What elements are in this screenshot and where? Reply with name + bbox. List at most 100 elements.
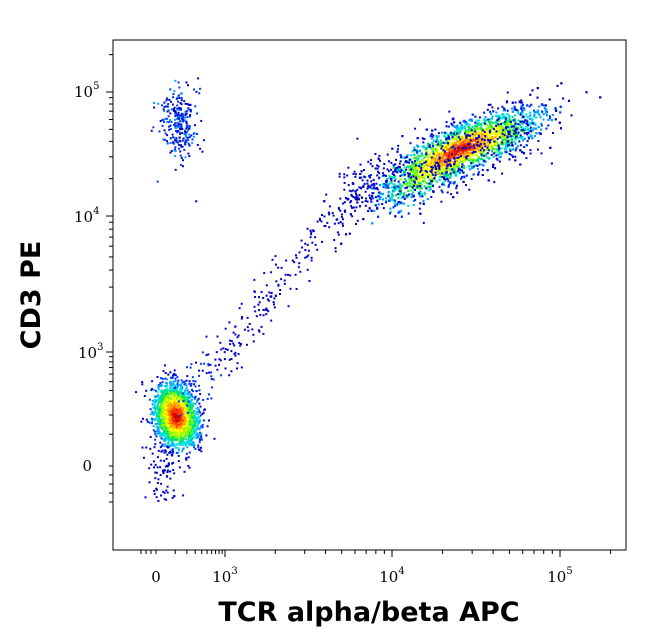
event-point bbox=[175, 405, 178, 408]
event-point bbox=[188, 451, 191, 454]
event-point bbox=[164, 424, 167, 427]
event-point bbox=[182, 410, 185, 413]
event-point bbox=[177, 404, 180, 407]
event-point bbox=[161, 432, 163, 435]
event-point bbox=[158, 432, 161, 435]
event-point bbox=[178, 408, 181, 411]
event-point bbox=[170, 425, 173, 428]
event-point bbox=[183, 391, 186, 394]
event-point bbox=[173, 369, 176, 372]
event-point bbox=[183, 423, 186, 426]
event-point bbox=[160, 437, 163, 440]
event-point bbox=[161, 377, 164, 380]
event-point bbox=[161, 444, 163, 447]
event-point bbox=[168, 452, 171, 454]
event-point bbox=[173, 415, 176, 418]
event-point bbox=[171, 462, 174, 465]
event-point bbox=[187, 413, 190, 416]
event-point bbox=[172, 408, 175, 411]
event-point bbox=[153, 405, 156, 408]
event-point bbox=[153, 401, 156, 404]
event-point bbox=[159, 421, 162, 424]
event-point bbox=[142, 417, 144, 420]
event-point bbox=[155, 471, 158, 474]
event-point bbox=[189, 420, 192, 423]
event-point bbox=[187, 464, 190, 467]
event-point bbox=[184, 444, 187, 447]
event-point bbox=[179, 390, 182, 393]
event-point bbox=[161, 443, 164, 446]
event-point bbox=[160, 450, 163, 453]
event-point bbox=[162, 432, 165, 435]
event-point bbox=[185, 403, 187, 406]
event-point bbox=[201, 426, 204, 429]
event-point bbox=[179, 400, 182, 403]
event-point bbox=[168, 463, 170, 466]
event-point bbox=[155, 399, 158, 402]
event-point bbox=[153, 492, 156, 495]
event-point bbox=[195, 407, 198, 410]
event-point bbox=[184, 382, 187, 385]
event-point bbox=[181, 393, 184, 396]
event-point bbox=[178, 430, 181, 433]
event-point bbox=[156, 466, 159, 469]
event-point bbox=[163, 427, 166, 430]
event-point bbox=[164, 402, 167, 405]
event-point bbox=[170, 439, 173, 442]
event-point bbox=[159, 446, 162, 449]
event-point bbox=[174, 414, 177, 417]
event-point bbox=[168, 411, 171, 414]
event-point bbox=[156, 430, 158, 433]
event-point bbox=[182, 494, 185, 497]
event-point bbox=[199, 414, 202, 417]
event-point bbox=[180, 383, 183, 386]
event-point bbox=[140, 420, 143, 423]
event-point bbox=[162, 471, 165, 474]
event-point bbox=[198, 410, 201, 413]
event-point bbox=[154, 396, 157, 398]
event-point bbox=[167, 406, 170, 409]
event-point bbox=[157, 415, 160, 418]
event-point bbox=[175, 430, 178, 433]
event-point bbox=[167, 416, 170, 419]
event-point bbox=[168, 392, 171, 395]
event-point bbox=[191, 413, 194, 416]
event-point bbox=[186, 442, 189, 444]
event-point bbox=[148, 467, 151, 470]
event-point bbox=[196, 425, 199, 428]
event-point bbox=[192, 417, 195, 420]
event-point bbox=[178, 384, 181, 387]
event-point bbox=[156, 456, 159, 459]
event-point bbox=[189, 411, 192, 414]
event-point bbox=[186, 433, 189, 436]
event-point bbox=[185, 392, 188, 395]
event-point bbox=[161, 413, 164, 416]
event-point bbox=[198, 421, 201, 424]
event-point bbox=[197, 422, 200, 425]
event-point bbox=[164, 449, 167, 452]
event-point bbox=[173, 430, 176, 433]
event-point bbox=[173, 389, 176, 392]
event-point bbox=[149, 413, 152, 416]
event-point bbox=[198, 441, 201, 444]
event-point bbox=[195, 422, 198, 424]
event-point bbox=[184, 417, 187, 420]
event-point bbox=[186, 415, 189, 418]
event-point bbox=[184, 419, 187, 422]
event-point bbox=[208, 419, 210, 422]
event-point bbox=[179, 398, 182, 401]
event-point bbox=[151, 422, 153, 425]
event-point bbox=[163, 417, 166, 420]
event-point bbox=[154, 404, 156, 407]
event-point bbox=[168, 444, 170, 447]
plot-frame bbox=[112, 39, 627, 551]
event-point bbox=[164, 398, 166, 401]
event-point bbox=[162, 391, 165, 394]
event-point bbox=[188, 380, 191, 383]
event-point bbox=[176, 391, 179, 394]
event-point bbox=[175, 397, 178, 400]
event-point bbox=[174, 432, 176, 435]
event-point bbox=[157, 421, 160, 424]
event-point bbox=[172, 392, 175, 395]
event-point bbox=[162, 425, 165, 428]
